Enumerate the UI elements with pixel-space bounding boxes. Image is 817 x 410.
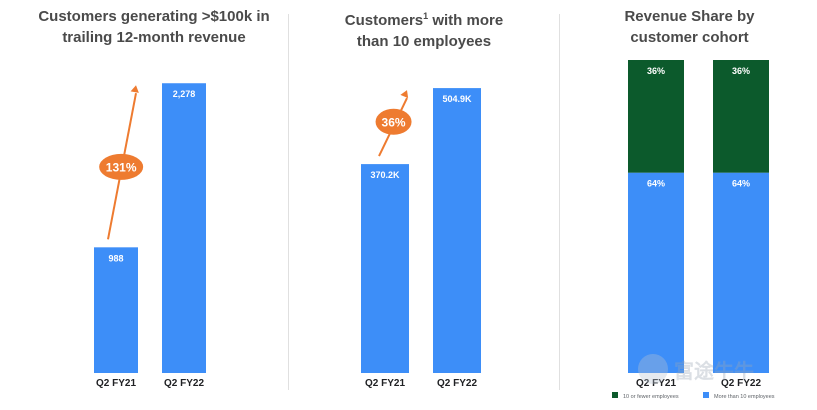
growth-badge-label: 36% [382,115,406,129]
bar [433,88,481,374]
customers-10-employees-chart: 370.2K Q2 FY21 504.9K Q2 FY22 36% [361,88,481,389]
chart-panel-revenue-share: Revenue Share by customer cohort 64% 36% Q… [560,0,817,410]
panel-divider [288,14,289,390]
chart-title-superscript: 1 [423,11,429,21]
segment-value-label: 64% [732,179,750,189]
segment-value-label: 64% [647,179,665,189]
bar [94,247,138,373]
growth-arrow-head [130,85,139,93]
customers-100k-chart: 988 Q2 FY21 2,278 Q2 FY22 131% [94,83,206,389]
category-label: Q2 FY21 [636,378,676,389]
growth-badge-label: 131% [106,160,137,174]
bar-value-label: 504.9K [442,94,472,104]
segment-value-label: 36% [732,66,750,76]
stacked-bar-segment [713,172,769,373]
legend-swatch [612,392,618,398]
chart-title-suffix: with more than 10 employees [356,12,504,50]
bar-value-label: 988 [108,253,123,263]
watermark: 富途牛牛 [638,354,754,384]
segment-value-label: 36% [647,66,665,76]
category-label: Q2 FY22 [437,378,477,389]
stacked-bar-segment [713,60,769,173]
stacked-bar-segment [628,60,684,173]
chart-title: Customers1 with more than 10 employees [329,6,519,52]
category-label: Q2 FY21 [96,378,136,389]
chart-title: Revenue Share by customer cohort [624,8,755,46]
growth-badge [99,153,144,180]
chart-title-main: Customers [344,12,424,29]
chart-panel-customers-10-employees: Customers1 with more than 10 employees 3… [289,0,559,410]
bar [162,83,206,373]
watermark-logo-icon [638,354,668,384]
chart-title: Customers generating >$100k in trailing … [38,8,270,46]
watermark-text: 富途牛牛 [674,360,754,383]
stacked-bar-segment [628,172,684,373]
legend-swatch [703,392,709,398]
bar [361,164,409,373]
category-label: Q2 FY22 [164,378,204,389]
panel-divider [559,14,560,390]
revenue-share-chart: 64% 36% Q2 FY21 64% 36% Q2 FY22 10 or fewer em… [612,60,775,400]
growth-badge [375,108,412,135]
legend-label: 10 or fewer employees [623,394,679,400]
bar-value-label: 370.2K [370,170,400,180]
category-label: Q2 FY21 [365,378,405,389]
legend-label: More than 10 employees [714,394,775,400]
chart-panel-customers-100k: Customers generating >$100k in trailing … [0,0,288,410]
category-label: Q2 FY22 [721,378,761,389]
bar-value-label: 2,278 [173,89,196,99]
growth-arrow-head [400,90,409,99]
